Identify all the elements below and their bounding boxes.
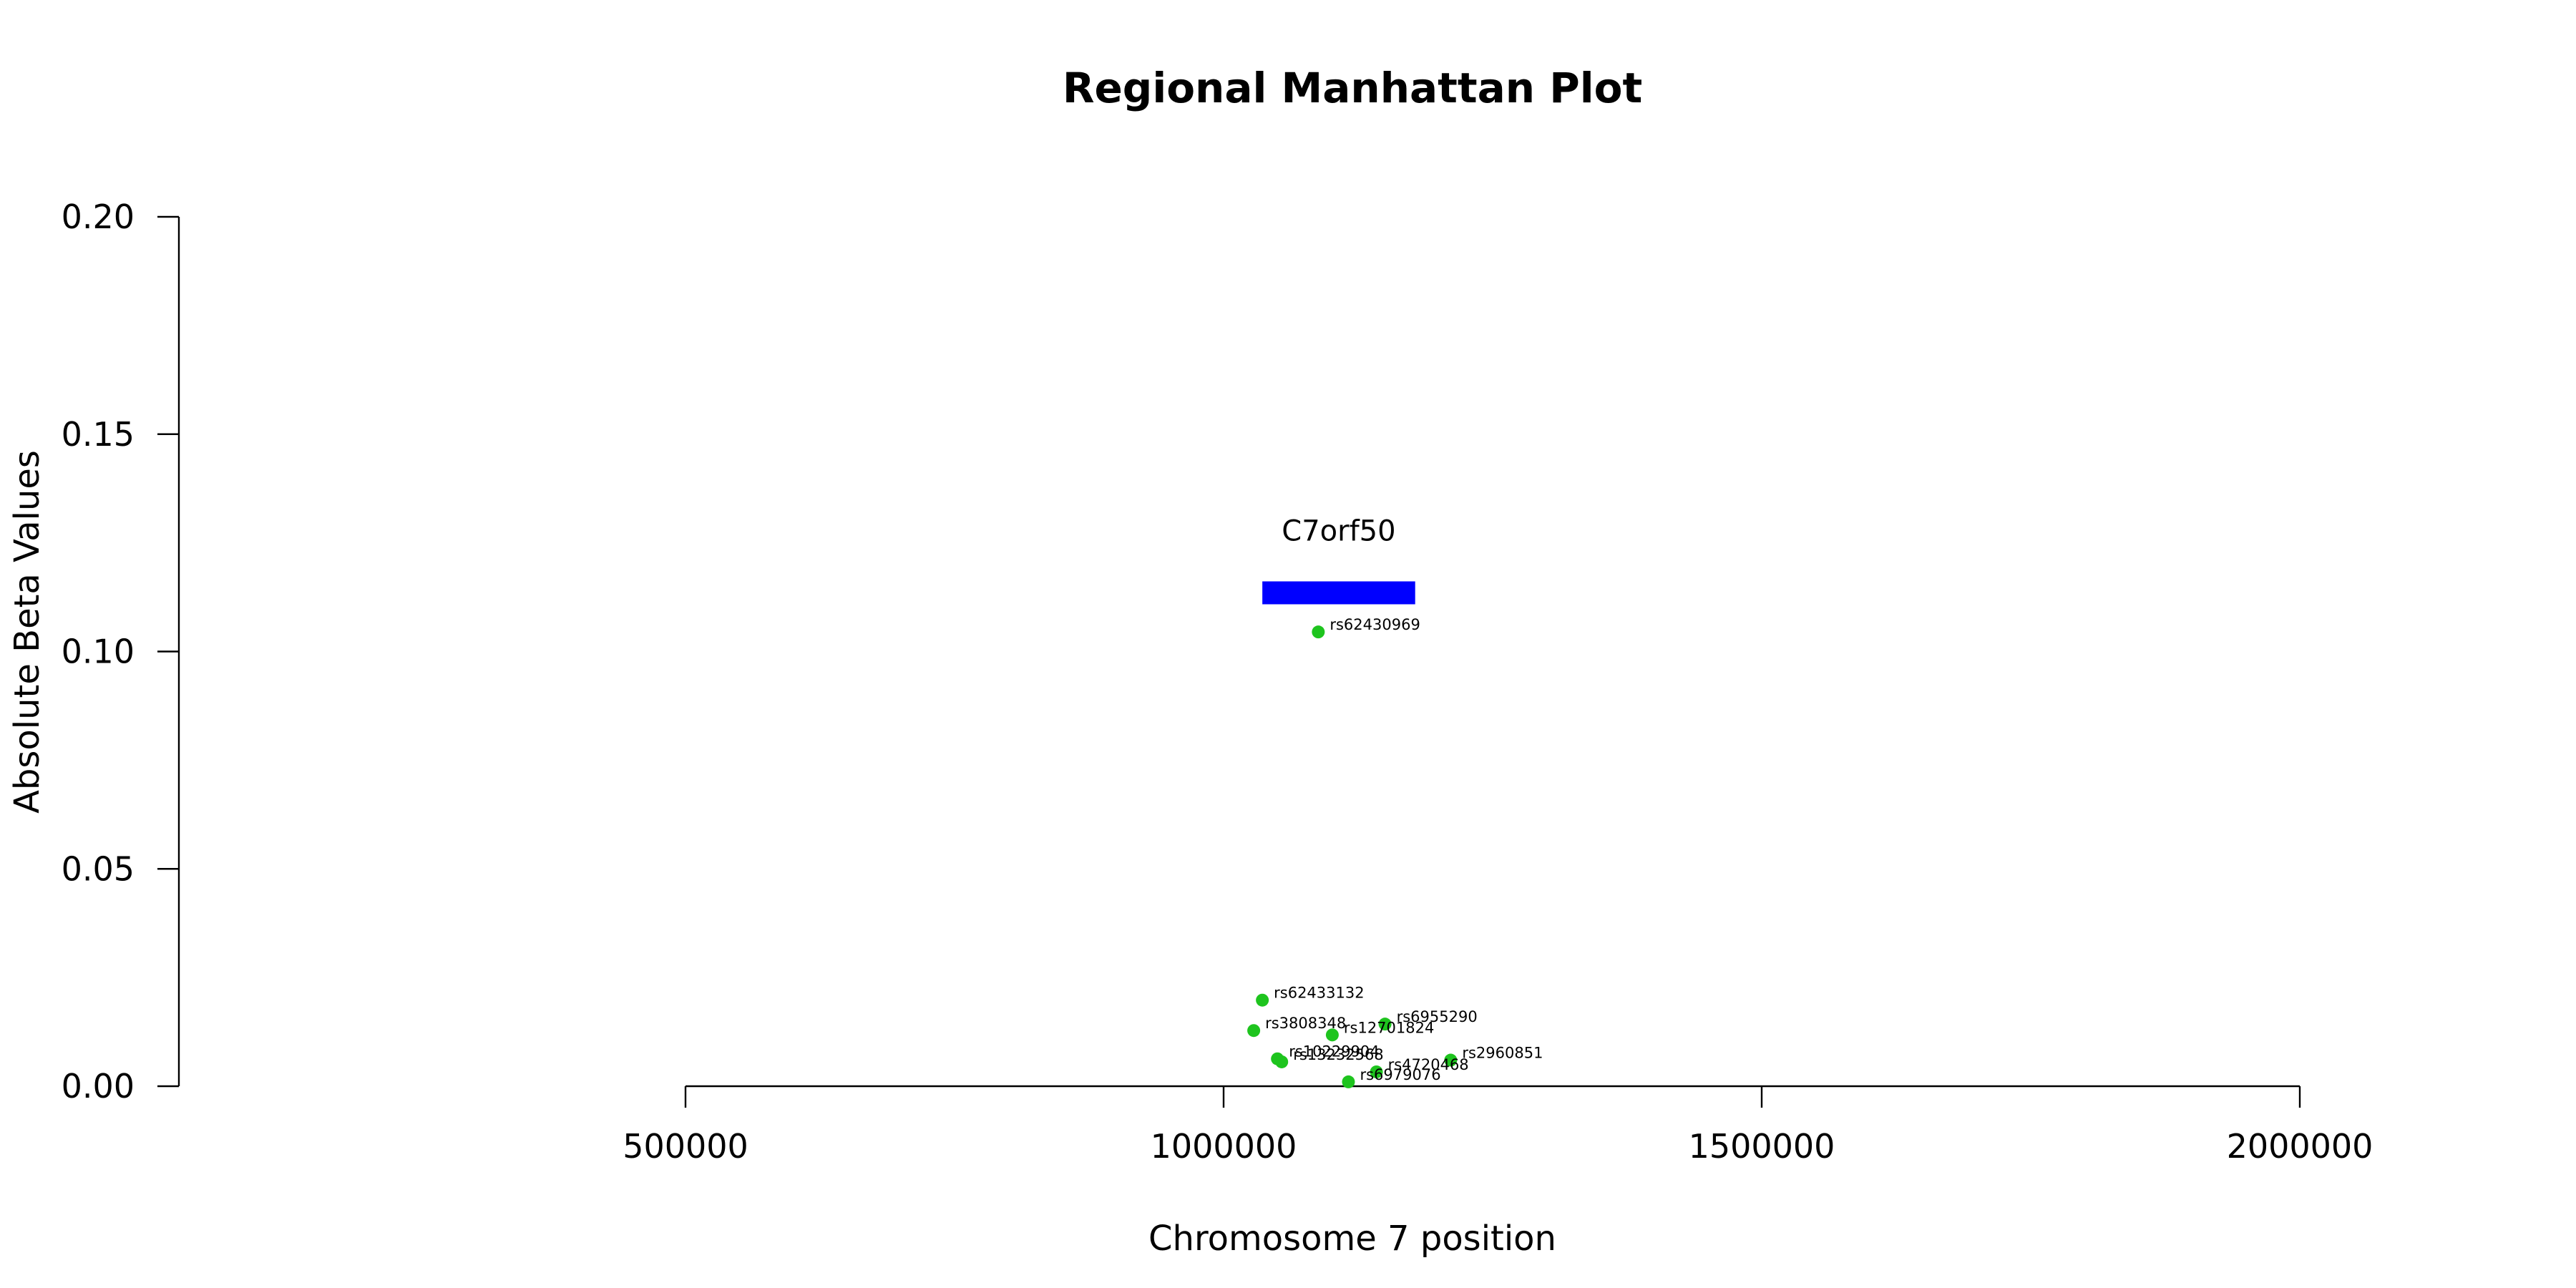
y-axis-title: Absolute Beta Values: [7, 450, 47, 814]
x-axis: 500000 1000000 1500000 2000000: [623, 1085, 2373, 1166]
snp-point: [1444, 1053, 1458, 1067]
y-tick-label: 0.00: [62, 1067, 135, 1106]
y-tick-label: 0.20: [62, 197, 135, 236]
y-axis: 0.00 0.05 0.10 0.15 0.20: [62, 197, 180, 1106]
snp-label: rs12701824: [1344, 1019, 1434, 1036]
snp-point: [1378, 1018, 1392, 1031]
y-tick-label: 0.10: [62, 633, 135, 671]
y-tick-label: 0.05: [62, 849, 135, 888]
snp-label: rs2960851: [1462, 1045, 1543, 1062]
snp-point: [1312, 625, 1325, 639]
snp-label: rs4720468: [1388, 1056, 1469, 1073]
snp-label: rs10229904: [1289, 1043, 1379, 1060]
x-tick-label: 1500000: [1689, 1127, 1835, 1166]
x-tick-label: 1000000: [1151, 1127, 1297, 1166]
gene-track: C7orf50: [1262, 514, 1415, 605]
snp-point: [1275, 1055, 1289, 1068]
chart-title: Regional Manhattan Plot: [1063, 64, 1642, 112]
snp-point: [1247, 1024, 1261, 1038]
snp-label: rs6979076: [1360, 1066, 1440, 1083]
snp-label: rs13232568: [1293, 1046, 1383, 1063]
gene-bar: [1262, 581, 1415, 605]
snp-label: rs6955290: [1397, 1008, 1478, 1025]
snp-point: [1342, 1075, 1355, 1088]
x-tick-label: 500000: [623, 1127, 748, 1166]
snp-point: [1325, 1028, 1339, 1042]
snp-point: [1256, 993, 1269, 1007]
x-axis-title: Chromosome 7 position: [1148, 1219, 1556, 1259]
x-tick-label: 2000000: [2227, 1127, 2373, 1166]
snp-point: [1370, 1065, 1383, 1078]
snp-label: rs62430969: [1330, 616, 1420, 633]
y-tick-label: 0.15: [62, 415, 135, 454]
gene-label: C7orf50: [1282, 514, 1395, 547]
snp-label: rs62433132: [1274, 985, 1364, 1002]
